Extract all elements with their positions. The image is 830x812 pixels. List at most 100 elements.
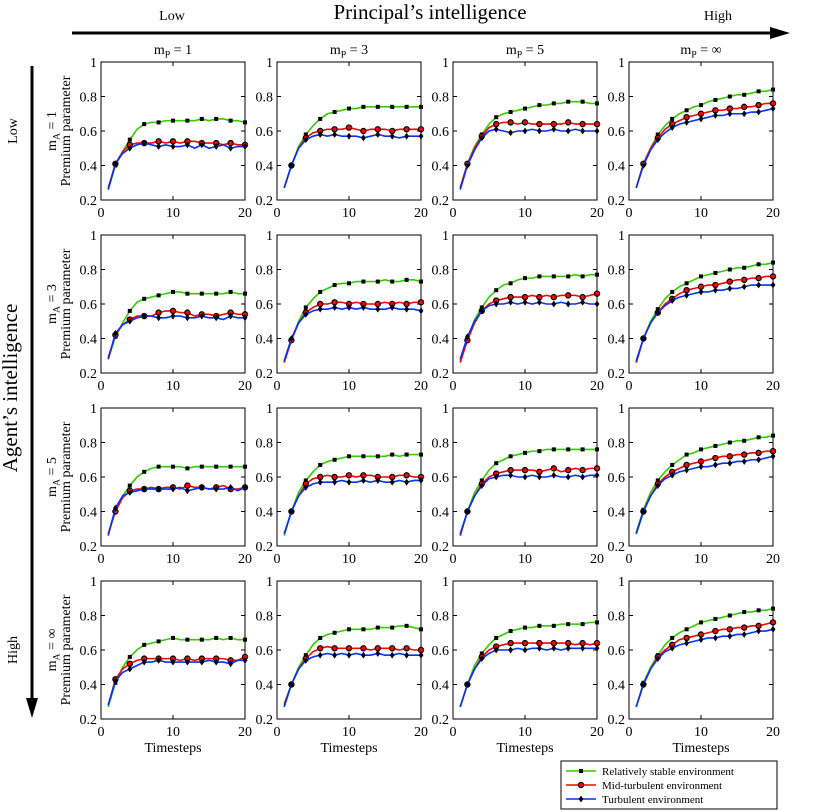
- xlabel-col-3: Timesteps: [496, 741, 553, 756]
- marker-circle-17: [403, 645, 410, 652]
- marker-square-9: [347, 106, 351, 111]
- row-label-4-rest: = ∞: [45, 629, 60, 654]
- ytick-label-2: 0.6: [608, 644, 626, 659]
- marker-circle-19: [769, 273, 777, 280]
- marker-diamond-15: [741, 283, 747, 291]
- marker-square-11: [537, 623, 542, 628]
- ytick-label-1: 0.4: [80, 679, 98, 694]
- xtick-label-1: 10: [166, 725, 180, 740]
- xtick-label-1: 10: [518, 379, 532, 394]
- marker-diamond-7: [508, 471, 513, 479]
- marker-square-15: [566, 447, 571, 452]
- ytick-label-3: 0.8: [608, 437, 626, 452]
- panel-frame: [100, 580, 246, 720]
- marker-square-11: [713, 616, 718, 621]
- marker-diamond-5: [317, 478, 323, 486]
- panel-r3-c4: 0.20.40.60.810 10 20: [608, 402, 781, 567]
- row-label-1-sub: A: [52, 133, 63, 140]
- marker-square-13: [375, 625, 380, 630]
- marker-circle-13: [726, 626, 734, 633]
- marker-diamond-15: [741, 631, 747, 638]
- marker-circle-19: [769, 619, 777, 626]
- marker-diamond-7: [684, 466, 689, 474]
- marker-diamond-19: [418, 477, 424, 484]
- marker-circle-9: [345, 124, 353, 131]
- ytick-label-3: 0.8: [256, 437, 274, 452]
- marker-circle-11: [712, 454, 719, 462]
- xtick-label-1: 10: [694, 725, 708, 740]
- marker-square-7: [156, 464, 161, 469]
- marker-diamond-5: [141, 312, 147, 320]
- marker-diamond-1: [465, 333, 470, 341]
- ytick-label-3: 0.8: [256, 91, 274, 106]
- marker-diamond-5: [493, 646, 499, 654]
- ytick-label-0: 0.2: [80, 367, 98, 382]
- marker-square-19: [243, 120, 247, 125]
- ytick-label-2: 0.6: [432, 298, 450, 313]
- series-stable: [107, 116, 247, 190]
- ytick-label-2: 0.6: [80, 644, 98, 659]
- panel-r2-c1: 0.20.40.60.810 10 20: [80, 229, 253, 394]
- ytick-label-1: 0.4: [432, 333, 450, 348]
- marker-square-7: [332, 630, 337, 635]
- marker-circle-11: [712, 627, 719, 635]
- marker-diamond-13: [199, 483, 205, 491]
- panel-r4-c3: 0.20.40.60.810 10 20: [432, 575, 605, 740]
- marker-circle-15: [741, 624, 748, 631]
- ytick-label-1: 0.4: [608, 333, 626, 348]
- row-label-2-base: m: [45, 313, 60, 324]
- marker-diamond-7: [684, 291, 689, 299]
- ytick-label-0: 0.2: [256, 194, 274, 209]
- xtick-label-0: 0: [626, 379, 633, 394]
- marker-diamond-11: [361, 134, 366, 142]
- ytick-label-0: 0.2: [80, 540, 98, 555]
- series-turbulent: [459, 298, 600, 360]
- marker-diamond-9: [346, 304, 352, 311]
- marker-square-3: [127, 483, 132, 488]
- marker-circle-legend-2: [577, 781, 585, 789]
- marker-diamond-9: [522, 127, 528, 135]
- ytick-label-4: 1: [266, 575, 273, 590]
- marker-diamond-19: [594, 127, 600, 135]
- row-label-1-base: m: [45, 140, 60, 151]
- marker-diamond-15: [213, 143, 219, 150]
- xtick-label-0: 0: [98, 206, 105, 221]
- panel-r3-c3: 0.20.40.60.810 10 20: [432, 402, 605, 567]
- marker-diamond-19: [242, 143, 248, 150]
- marker-square-17: [228, 289, 233, 294]
- xtick-label-0: 0: [626, 206, 633, 221]
- series-turbulent: [635, 281, 776, 362]
- xtick-label-1: 10: [166, 206, 180, 221]
- panel-frame: [276, 61, 422, 201]
- marker-diamond-9: [522, 298, 528, 306]
- marker-square-9: [171, 635, 175, 640]
- marker-square-19: [595, 447, 599, 452]
- marker-diamond-13: [551, 471, 557, 479]
- ytick-label-2: 0.6: [432, 644, 450, 659]
- marker-diamond-11: [537, 473, 542, 481]
- agent-low-label: Low: [6, 117, 21, 144]
- xtick-label-0: 0: [450, 206, 457, 221]
- marker-square-19: [419, 627, 423, 632]
- marker-square-15: [742, 438, 747, 443]
- xtick-label-0: 0: [450, 725, 457, 740]
- panel-r4-c4: 0.20.40.60.810 10 20: [608, 575, 781, 740]
- marker-diamond-7: [332, 478, 337, 486]
- marker-diamond-7: [332, 131, 337, 138]
- marker-square-15: [214, 464, 219, 469]
- marker-diamond-7: [332, 304, 337, 311]
- marker-circle-19: [417, 126, 425, 133]
- marker-square-19: [595, 620, 599, 625]
- ytick-label-4: 1: [442, 402, 449, 417]
- panel-frame: [628, 61, 774, 201]
- series-stable: [635, 433, 775, 533]
- panel-r3-c2: 0.20.40.60.810 10 20: [256, 402, 429, 567]
- ytick-label-4: 1: [266, 56, 273, 71]
- marker-square-11: [361, 627, 366, 632]
- marker-circle-17: [755, 274, 762, 282]
- marker-square-13: [551, 623, 556, 628]
- marker-diamond-17: [404, 651, 409, 659]
- marker-diamond-13: [727, 632, 733, 640]
- ytick-label-4: 1: [442, 56, 449, 71]
- marker-diamond-11: [185, 658, 190, 666]
